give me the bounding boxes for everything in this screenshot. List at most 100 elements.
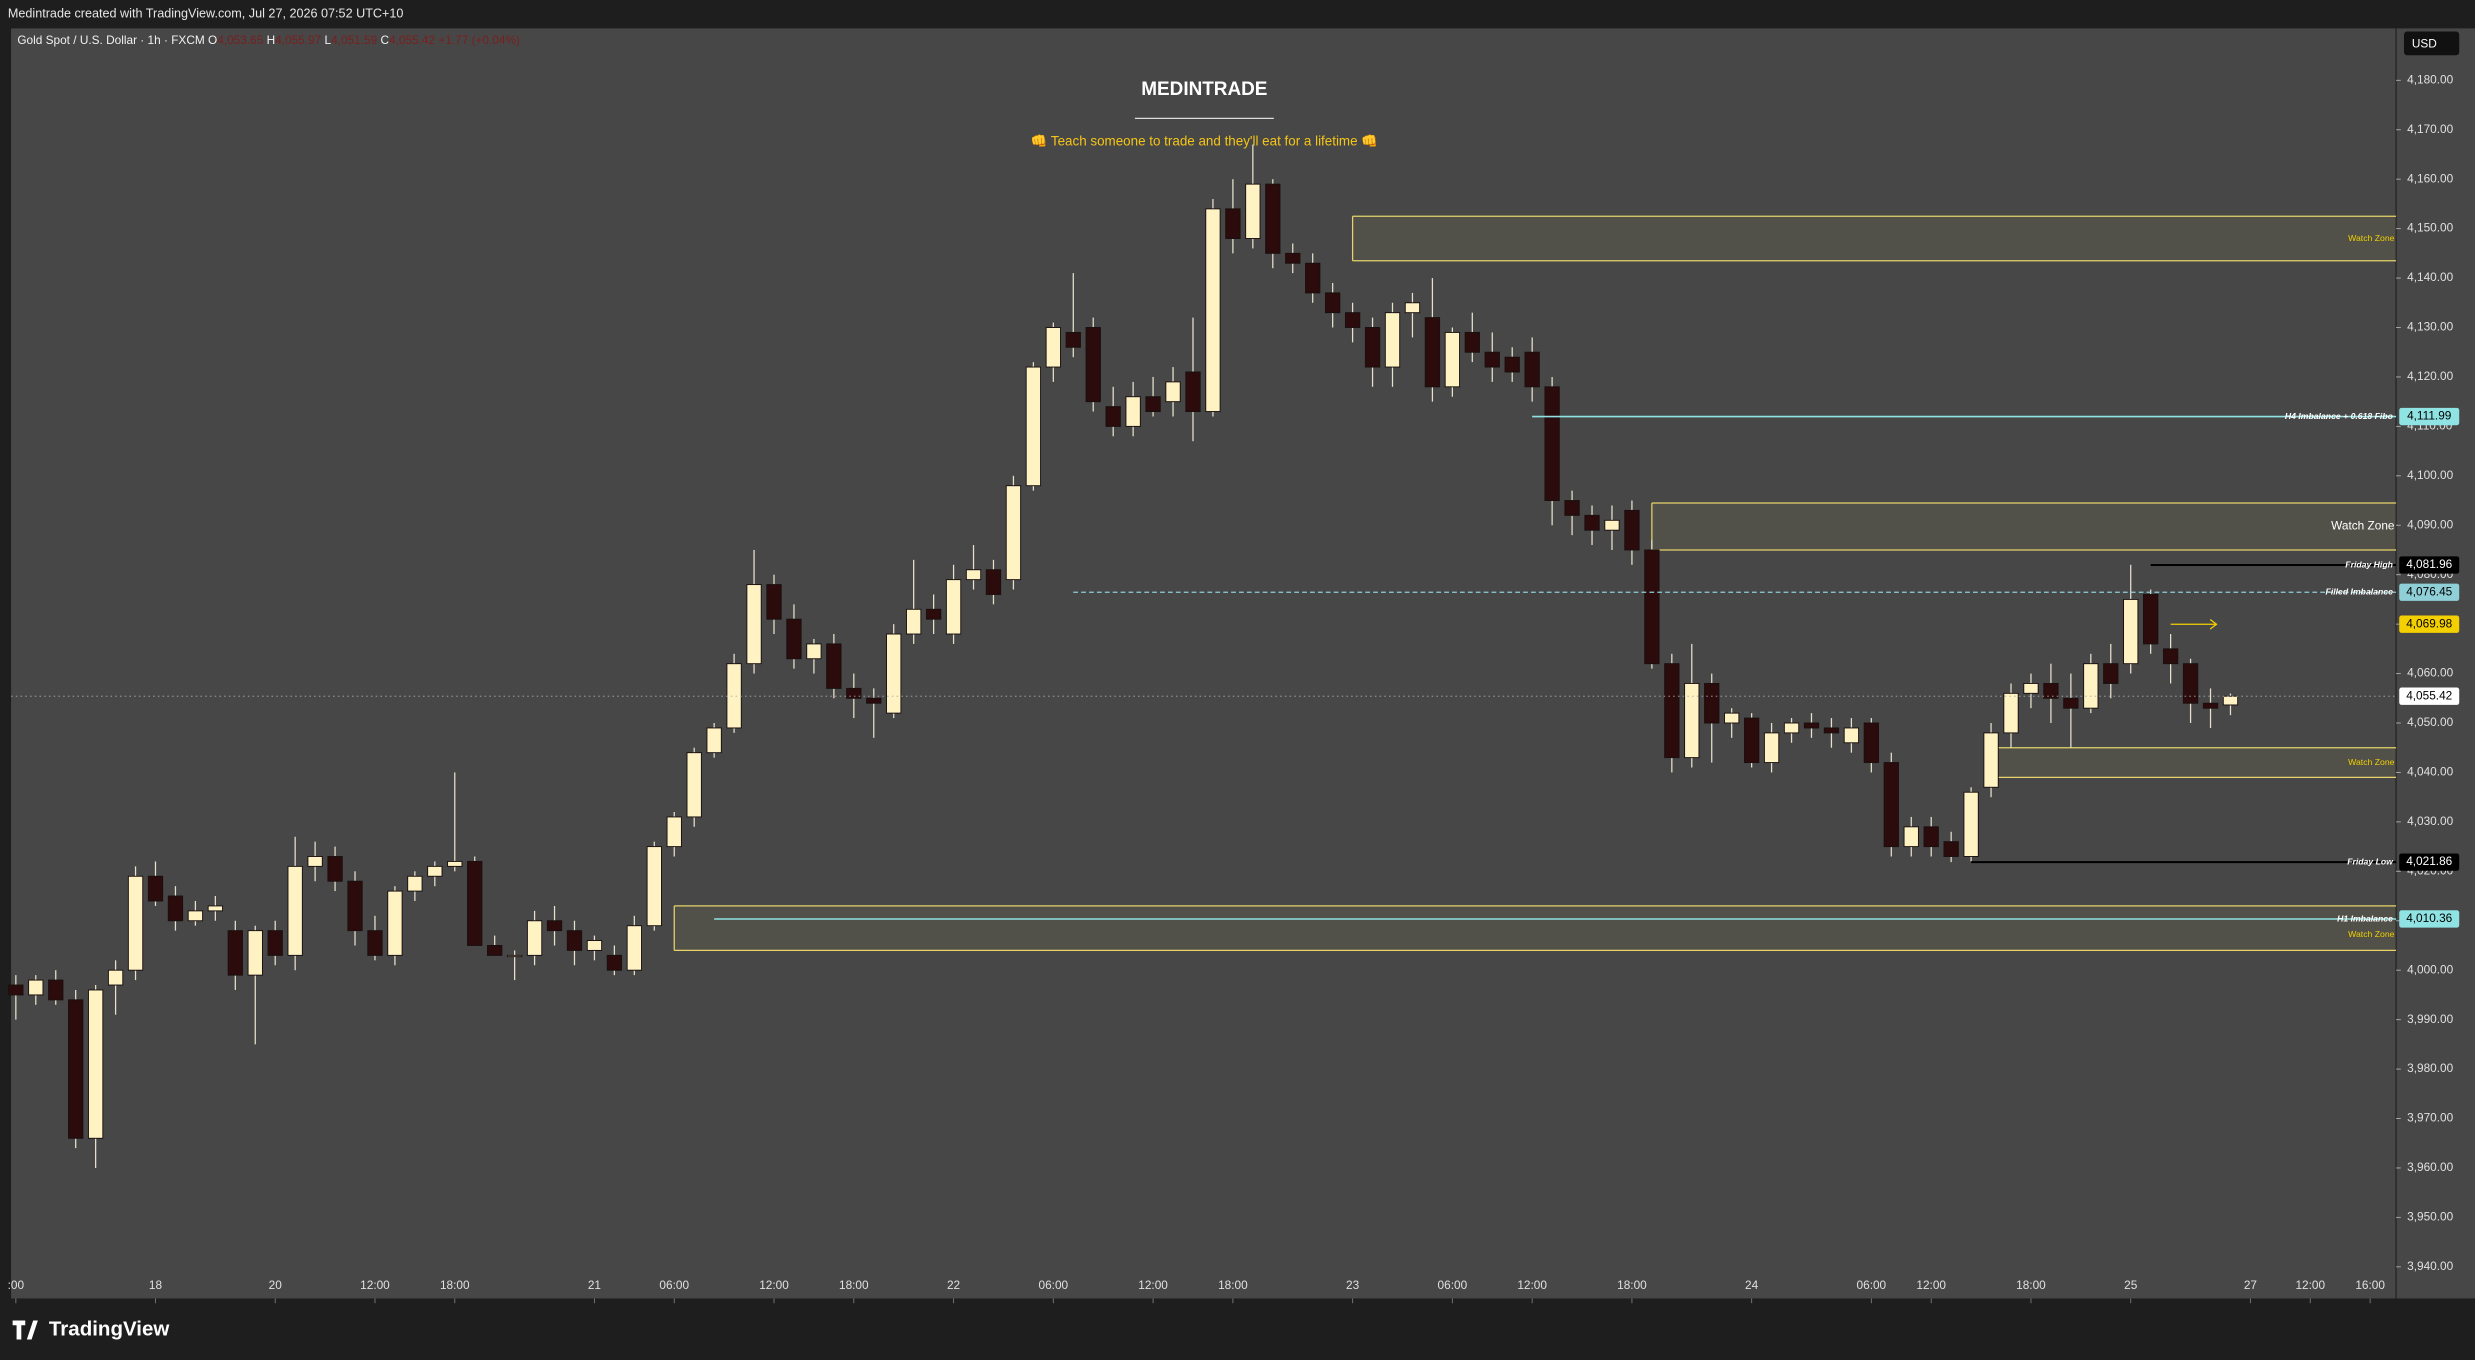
candle-body (866, 697, 882, 704)
x-tick-label: 20 (269, 1278, 283, 1292)
brand[interactable]: TradingView (49, 1317, 169, 1340)
candle-body (1265, 183, 1281, 254)
candle-body (127, 875, 144, 971)
candle-body (925, 608, 942, 620)
ohlc-key: C (380, 33, 389, 47)
candle-body (1085, 327, 1101, 403)
candle-body (985, 569, 1002, 595)
candle-body (1604, 519, 1620, 531)
candle-body (68, 999, 84, 1139)
candle-body (407, 875, 423, 892)
zone-label: Watch Zone (2331, 519, 2395, 533)
candle-body (686, 752, 702, 818)
candle-body (1943, 841, 1959, 857)
candle-body (1165, 381, 1181, 403)
currency-button[interactable] (2403, 31, 2460, 56)
zone-label: Watch Zone (2348, 757, 2395, 767)
candle-body (1444, 331, 1461, 388)
candle-body (546, 920, 563, 932)
candle-body (746, 584, 762, 665)
candle-body (2123, 598, 2139, 665)
candle-body (786, 618, 802, 660)
candle-body (1724, 712, 1740, 724)
candle-body (1644, 549, 1660, 665)
zone (1991, 747, 2397, 778)
price-box (2399, 910, 2460, 928)
y-tick-label: 4,040.00 (2407, 765, 2453, 779)
candle-body (287, 865, 303, 956)
y-tick-label: 4,160.00 (2407, 171, 2453, 185)
level-name: Friday Low (2347, 856, 2394, 866)
candle-body (107, 969, 124, 986)
candle-body (1205, 208, 1221, 413)
price-box (2399, 407, 2460, 426)
x-tick-label: 25 (2124, 1278, 2138, 1292)
x-tick-label: 06:00 (659, 1278, 689, 1292)
brand-logo[interactable]: TradingView (12, 1317, 170, 1340)
x-tick-label: 21 (588, 1278, 601, 1292)
price-box (2399, 583, 2460, 601)
level-name: H4 Imbalance + 0.618 Fibo (2285, 411, 2394, 421)
candle-body (1624, 509, 1640, 551)
y-tick-label: 4,100.00 (2407, 468, 2453, 482)
candle-body (2063, 697, 2079, 709)
candle-body (1664, 663, 1680, 759)
level-name: Filled Imbalance (2326, 587, 2394, 597)
ohlc-key: O (208, 33, 217, 47)
candle-body (367, 930, 383, 956)
logo-icon[interactable] (12, 1320, 38, 1340)
price-label: 4,010.36 (2406, 911, 2452, 925)
x-tick-label: 18:00 (2016, 1278, 2046, 1292)
price-box (2399, 556, 2460, 574)
currency[interactable]: USD (2412, 36, 2437, 50)
candle-body (2182, 663, 2199, 704)
y-tick-label: 3,960.00 (2407, 1160, 2453, 1174)
candle-body (2162, 648, 2179, 665)
candle-body (347, 880, 363, 932)
price-label: 4,081.96 (2406, 557, 2452, 571)
candle-body (1803, 722, 1820, 729)
symbol-legend: Gold Spot / U.S. Dollar · 1h · FXCM O4,0… (17, 33, 520, 47)
candle-body (427, 865, 443, 877)
candle-body (1464, 331, 1480, 353)
candle-body (626, 925, 642, 971)
candle-body (666, 816, 682, 848)
candle-body (2043, 682, 2059, 699)
candle-body (945, 579, 962, 635)
candle-body (586, 940, 603, 951)
y-tick-label: 3,980.00 (2407, 1061, 2453, 1075)
candle-body (1025, 366, 1042, 487)
candle-body (1843, 727, 1860, 744)
candle-body (227, 930, 243, 976)
candle-body (646, 846, 662, 927)
candle-body (1484, 351, 1500, 368)
y-tick-label: 4,090.00 (2407, 517, 2453, 531)
candle-body (1823, 727, 1840, 734)
candle-body (526, 920, 543, 956)
candle-body (307, 856, 323, 867)
candle-body (726, 663, 742, 729)
candle-body (846, 687, 862, 699)
credit: Medintrade created with TradingView.com,… (8, 7, 404, 21)
ohlc-value: 4,053.65 (217, 33, 263, 47)
candle-body (187, 910, 204, 922)
price-axis (2396, 28, 2475, 1299)
y-tick-label: 4,050.00 (2407, 715, 2453, 729)
candle-body (906, 608, 922, 635)
x-tick-label: 18:00 (839, 1278, 869, 1292)
x-tick-label: 27 (2244, 1278, 2257, 1292)
candle-body (2143, 593, 2159, 645)
candle-body (1524, 351, 1540, 388)
candle-body (1105, 406, 1121, 427)
chart-subtitle: 👊 Teach someone to trade and they'll eat… (1031, 134, 1378, 149)
candle-body (766, 584, 782, 620)
x-tick-label: 16:00 (2355, 1278, 2385, 1292)
candle-body (506, 954, 523, 958)
candle-body (1883, 762, 1899, 848)
candle-body (48, 979, 64, 1001)
candle-body (147, 875, 164, 902)
candle-body (1983, 732, 1999, 788)
candle-body (2003, 692, 2019, 734)
y-tick-label: 4,060.00 (2407, 666, 2453, 680)
